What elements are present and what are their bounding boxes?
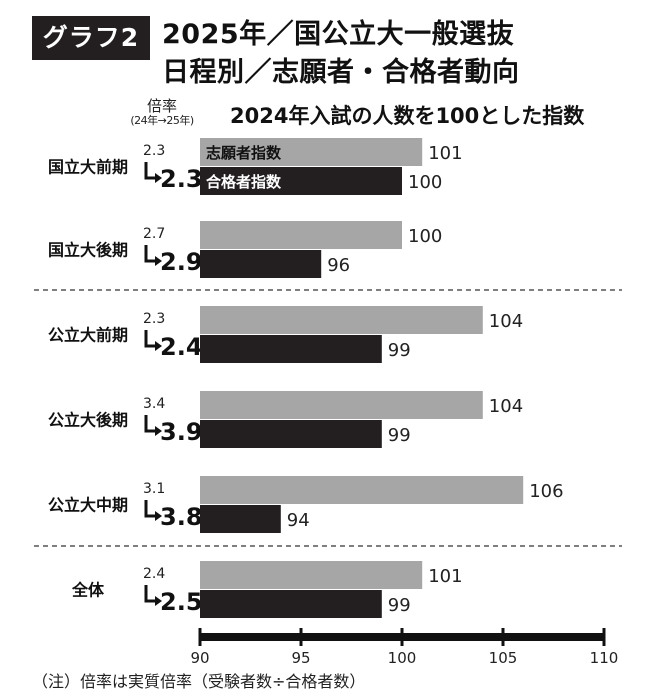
category-label: 国立大後期: [48, 241, 128, 260]
category-label: 国立大前期: [48, 158, 128, 177]
ratio-arrow-icon: [144, 162, 156, 180]
category-label: 全体: [71, 581, 105, 600]
ratio-header-label: 倍率: [146, 97, 177, 115]
ratio-arrow-icon: [144, 500, 156, 518]
passer-index-value: 100: [408, 172, 442, 193]
ratio-2024-value: 2.7: [143, 226, 165, 242]
ratio-2025-value: 2.5: [160, 588, 203, 616]
ratio-header: 倍率 (24年→25年): [118, 98, 206, 127]
applicant-index-bar: [200, 391, 483, 419]
graph-tag: グラフ2: [32, 16, 150, 60]
passer-index-value: 94: [287, 510, 310, 531]
passer-index-bar: [200, 505, 281, 533]
applicant-index-value: 106: [529, 481, 563, 502]
ratio-2025-value: 3.8: [160, 503, 203, 531]
legend-label-1: 志願者指数: [206, 144, 282, 162]
ratio-2024-value: 3.1: [143, 481, 165, 497]
ratio-2025-value: 2.4: [160, 333, 203, 361]
applicant-index-value: 101: [428, 566, 462, 587]
ratio-arrow-icon: [144, 415, 156, 433]
x-tick-label: 105: [489, 649, 518, 667]
applicant-index-bar: [200, 476, 524, 504]
passer-index-value: 99: [388, 425, 411, 446]
applicant-index-bar: [200, 221, 402, 249]
passer-index-value: 99: [388, 340, 411, 361]
passer-index-value: 96: [327, 255, 350, 276]
ratio-arrow-head-icon: [155, 426, 162, 436]
ratio-arrow-icon: [144, 245, 156, 263]
ratio-2024-value: 2.3: [143, 311, 165, 327]
passer-index-bar: [200, 167, 402, 195]
passer-index-value: 99: [388, 595, 411, 616]
ratio-2024-value: 3.4: [143, 396, 165, 412]
ratio-2025-value: 3.9: [160, 418, 203, 446]
ratio-2024-value: 2.4: [143, 566, 165, 582]
legend-label-2: 合格者指数: [205, 173, 282, 191]
ratio-2025-value: 2.3: [160, 165, 203, 193]
category-label: 公立大前期: [48, 326, 128, 345]
applicant-index-value: 104: [489, 396, 523, 417]
passer-index-bar: [200, 250, 322, 278]
ratio-arrow-head-icon: [155, 596, 162, 606]
applicant-index-value: 104: [489, 311, 523, 332]
passer-index-bar: [200, 335, 382, 363]
x-tick-label: 90: [190, 649, 209, 667]
footnote: （注）倍率は実質倍率（受験者数÷合格者数）: [32, 672, 366, 691]
chart-title-line2: 日程別／志願者・合格者動向: [162, 57, 520, 88]
applicant-index-bar: [200, 561, 423, 589]
ratio-header-sub: (24年→25年): [130, 113, 194, 127]
x-tick-label: 100: [388, 649, 417, 667]
ratio-arrow-head-icon: [155, 173, 162, 183]
chart-subtitle: 2024年入試の人数を100とした指数: [230, 104, 585, 128]
category-label: 公立大後期: [48, 411, 128, 430]
ratio-arrow-head-icon: [155, 256, 162, 266]
passer-index-bar: [200, 420, 382, 448]
applicant-index-value: 100: [408, 226, 442, 247]
ratio-arrow-head-icon: [155, 511, 162, 521]
x-tick-label: 110: [590, 649, 619, 667]
x-tick-label: 95: [291, 649, 310, 667]
applicant-index-bar: [200, 306, 483, 334]
applicant-index-value: 101: [428, 143, 462, 164]
chart-title-line1: 2025年／国公立大一般選抜: [162, 19, 515, 50]
ratio-arrow-icon: [144, 585, 156, 603]
ratio-2024-value: 2.3: [143, 143, 165, 159]
passer-index-bar: [200, 590, 382, 618]
ratio-arrow-head-icon: [155, 341, 162, 351]
ratio-2025-value: 2.9: [160, 248, 203, 276]
category-label: 公立大中期: [48, 496, 128, 515]
ratio-arrow-icon: [144, 330, 156, 348]
applicant-index-bar: [200, 138, 423, 166]
